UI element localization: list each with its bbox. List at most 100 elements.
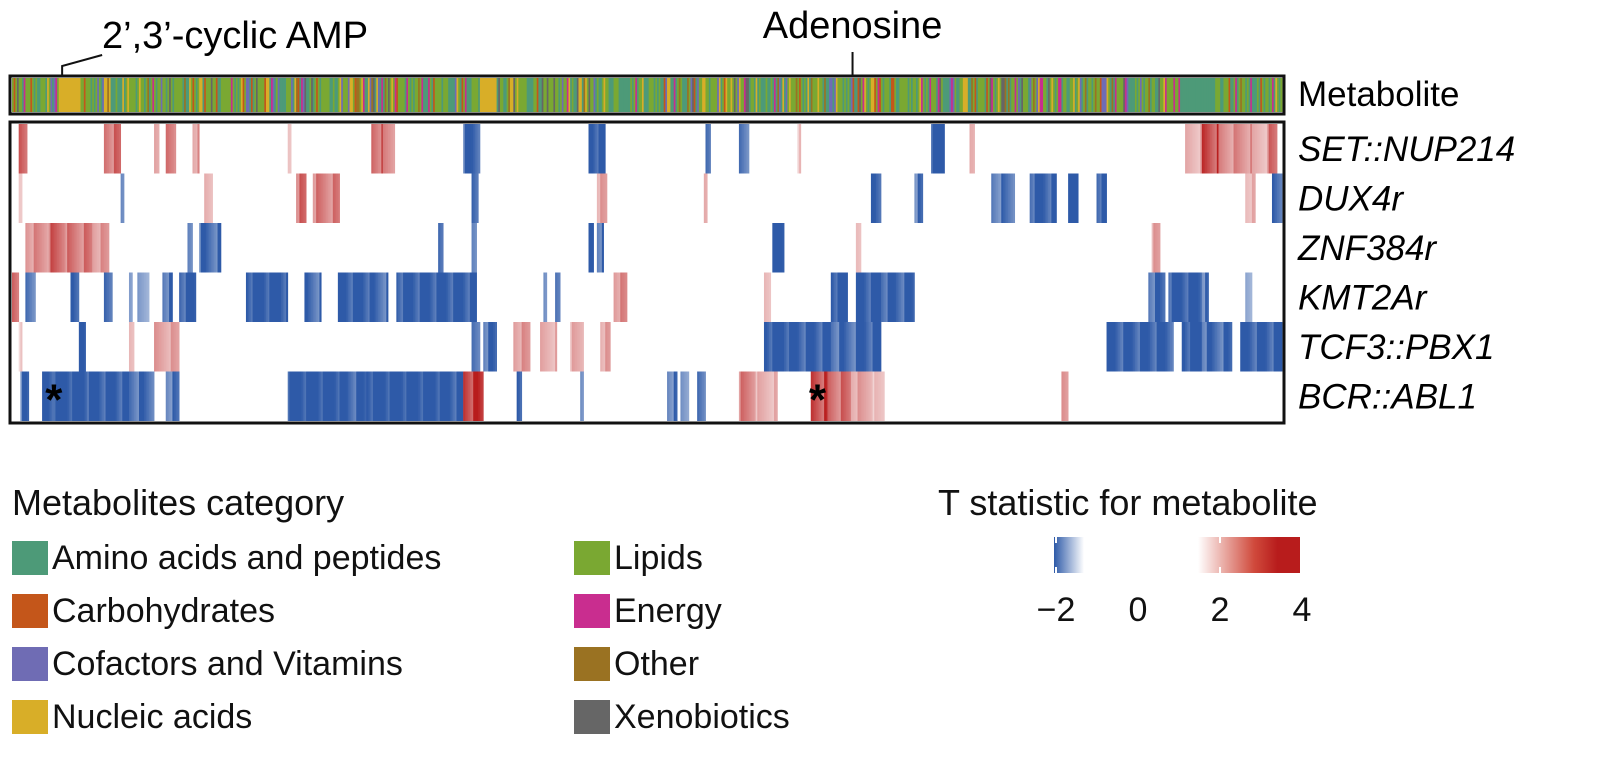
heatmap-cell [476,124,479,174]
metabolite-cell [959,78,962,112]
metabolite-cell [760,78,763,112]
heatmap-cell [852,322,855,372]
metabolite-cell [712,78,715,112]
metabolite-cell [80,78,83,112]
heatmap-cell [578,322,581,372]
metabolite-cell [503,78,506,112]
metabolite-cell [214,78,217,112]
heatmap-cell [478,322,481,372]
metabolite-cell [844,78,847,112]
heatmap-cell [30,223,33,273]
heatmap-cell [1200,272,1203,322]
heatmap-cell [1193,322,1196,372]
metabolite-cell [1200,78,1203,112]
metabolite-cell [369,78,372,112]
heatmap-cell [887,272,890,322]
heatmap-cell [1258,322,1261,372]
heatmap-cell [274,272,277,322]
category-legend-item: Carbohydrates [12,592,275,630]
metabolite-cell [809,78,812,112]
heatmap-cell [743,371,746,421]
metabolite-cell [1231,78,1234,112]
heatmap-cell [824,371,827,421]
heatmap-cell [149,371,152,421]
heatmap-cell [317,173,320,223]
metabolite-cell [555,78,558,112]
heatmap-cell [453,272,456,322]
category-swatch [574,700,610,734]
metabolite-cell [926,78,929,112]
heatmap-cell [169,371,172,421]
heatmap-cell [525,322,528,372]
metabolite-cell [1016,78,1019,112]
metabolite-cell [237,78,240,112]
category-label: Cofactors and Vitamins [52,644,403,683]
metabolite-cell [1226,78,1229,112]
heatmap-cell [613,272,616,322]
heatmap-cell [1061,371,1064,421]
heatmap-cell [319,173,322,223]
heatmap-cell [551,322,554,372]
metabolite-cell [182,78,185,112]
heatmap-cell [1191,124,1194,174]
heatmap-cell [1186,272,1189,322]
metabolite-cell [227,78,230,112]
heatmap-cell [870,173,873,223]
colorbar-low-segment [1054,537,1084,573]
heatmap-cell [324,173,327,223]
heatmap-cell [1185,322,1188,372]
heatmap-cell [331,173,334,223]
heatmap-cell [489,322,492,372]
metabolite-cell [525,78,528,112]
heatmap-cell [775,223,778,273]
heatmap-cell [1048,173,1051,223]
metabolite-cell [448,78,451,112]
heatmap-cell [844,322,847,372]
heatmap-cell [67,223,70,273]
heatmap-cell [147,272,150,322]
heatmap-cell [1223,124,1226,174]
colorbar-tick-label: −2 [1036,591,1076,629]
heatmap-cell [1225,322,1228,372]
heatmap-cell [97,223,100,273]
heatmap-cell [108,124,111,174]
metabolite-cell [291,78,294,112]
metabolite-cell [849,78,852,112]
metabolite-cell [204,78,207,112]
heatmap-cell [857,371,860,421]
metabolite-cell [1153,78,1156,112]
metabolite-cell [140,78,143,112]
heatmap-cell [797,124,800,174]
heatmap-cell [337,371,340,421]
metabolite-cell [27,78,30,112]
heatmap-cell [169,272,172,322]
metabolite-cell [700,78,703,112]
metabolite-cell [242,78,245,112]
heatmap-cell [374,371,377,421]
heatmap-cell [50,223,53,273]
heatmap-cell [128,272,132,322]
metabolite-cell [17,78,20,112]
metabolite-cell [1213,78,1216,112]
heatmap-cell [43,223,46,273]
metabolite-cell [250,78,254,112]
metabolite-cell [1251,78,1254,112]
metabolite-cell [757,78,760,112]
heatmap-cell [404,371,407,421]
metabolite-cell [560,78,563,112]
heatmap-cell [1153,322,1156,372]
heatmap-cell [282,272,285,322]
heatmap-cell [478,124,481,174]
metabolite-cell [1096,78,1099,112]
heatmap-cell [376,371,379,421]
heatmap-cell [779,223,782,273]
heatmap-cell [593,124,596,174]
heatmap-cell [210,223,213,273]
heatmap-cell [1278,173,1281,223]
metabolite-cell [1240,78,1243,112]
metabolite-cell [600,78,603,112]
heatmap-cell [471,371,474,421]
category-legend-item: Xenobiotics [574,698,790,736]
heatmap-cell [451,371,454,421]
metabolite-cell [97,78,100,112]
